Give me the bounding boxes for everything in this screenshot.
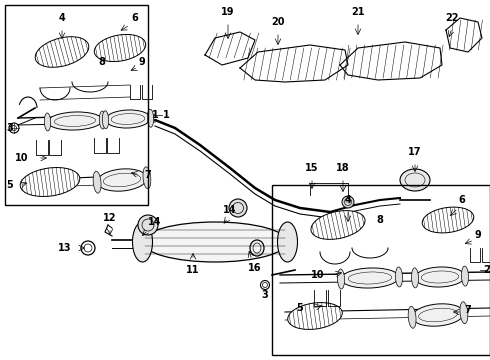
Ellipse shape bbox=[45, 113, 50, 131]
Ellipse shape bbox=[93, 171, 101, 193]
Text: 7: 7 bbox=[145, 170, 151, 180]
Text: 18: 18 bbox=[336, 163, 350, 173]
Text: 8: 8 bbox=[98, 57, 105, 67]
Polygon shape bbox=[240, 45, 348, 82]
Text: 14: 14 bbox=[148, 217, 162, 227]
Ellipse shape bbox=[277, 222, 297, 262]
Text: 7: 7 bbox=[465, 305, 471, 315]
Text: 1: 1 bbox=[151, 110, 158, 120]
Ellipse shape bbox=[94, 35, 146, 62]
Ellipse shape bbox=[138, 215, 158, 235]
Ellipse shape bbox=[48, 112, 102, 130]
Ellipse shape bbox=[143, 222, 288, 262]
Ellipse shape bbox=[132, 222, 152, 262]
Ellipse shape bbox=[422, 207, 474, 233]
Text: 4: 4 bbox=[344, 195, 351, 205]
Text: 5: 5 bbox=[296, 303, 303, 313]
Text: 14: 14 bbox=[223, 205, 237, 215]
Text: 17: 17 bbox=[408, 147, 422, 157]
Ellipse shape bbox=[97, 169, 147, 191]
Ellipse shape bbox=[99, 111, 106, 129]
Text: 4: 4 bbox=[59, 13, 65, 23]
Text: 15: 15 bbox=[305, 163, 319, 173]
Text: 2: 2 bbox=[487, 265, 490, 275]
Polygon shape bbox=[446, 18, 482, 52]
Text: 21: 21 bbox=[351, 7, 365, 17]
Ellipse shape bbox=[415, 267, 465, 287]
Ellipse shape bbox=[105, 110, 150, 128]
Ellipse shape bbox=[395, 267, 402, 287]
Text: 5: 5 bbox=[7, 180, 13, 190]
Ellipse shape bbox=[400, 169, 430, 191]
Text: 12: 12 bbox=[103, 213, 117, 223]
Ellipse shape bbox=[229, 199, 247, 217]
Text: 9: 9 bbox=[139, 57, 146, 67]
Ellipse shape bbox=[338, 269, 344, 289]
Text: 19: 19 bbox=[221, 7, 235, 17]
Ellipse shape bbox=[460, 302, 468, 324]
Bar bbox=[5, 5, 148, 205]
Text: 11: 11 bbox=[186, 265, 200, 275]
Text: 20: 20 bbox=[271, 17, 285, 27]
Ellipse shape bbox=[102, 111, 109, 129]
Ellipse shape bbox=[412, 268, 418, 288]
Ellipse shape bbox=[462, 266, 468, 286]
Text: 10: 10 bbox=[311, 270, 325, 280]
Text: 2: 2 bbox=[484, 265, 490, 275]
Ellipse shape bbox=[143, 167, 151, 189]
Polygon shape bbox=[205, 32, 255, 65]
Text: 22: 22 bbox=[445, 13, 459, 23]
Text: 13: 13 bbox=[58, 243, 72, 253]
Text: 3: 3 bbox=[262, 290, 269, 300]
Ellipse shape bbox=[20, 167, 80, 197]
Ellipse shape bbox=[341, 268, 399, 288]
Ellipse shape bbox=[408, 306, 416, 328]
Text: 8: 8 bbox=[376, 215, 384, 225]
Text: 10: 10 bbox=[15, 153, 29, 163]
Text: 1: 1 bbox=[163, 110, 170, 120]
Ellipse shape bbox=[35, 37, 89, 67]
Polygon shape bbox=[340, 42, 442, 80]
Ellipse shape bbox=[288, 302, 343, 329]
Text: 16: 16 bbox=[248, 263, 262, 273]
Text: 6: 6 bbox=[459, 195, 466, 205]
Bar bbox=[272, 185, 490, 355]
Ellipse shape bbox=[412, 304, 464, 326]
Text: 9: 9 bbox=[475, 230, 481, 240]
Ellipse shape bbox=[342, 196, 354, 208]
Text: 3: 3 bbox=[7, 123, 13, 133]
Text: 6: 6 bbox=[132, 13, 138, 23]
Ellipse shape bbox=[311, 211, 365, 239]
Ellipse shape bbox=[147, 109, 154, 127]
